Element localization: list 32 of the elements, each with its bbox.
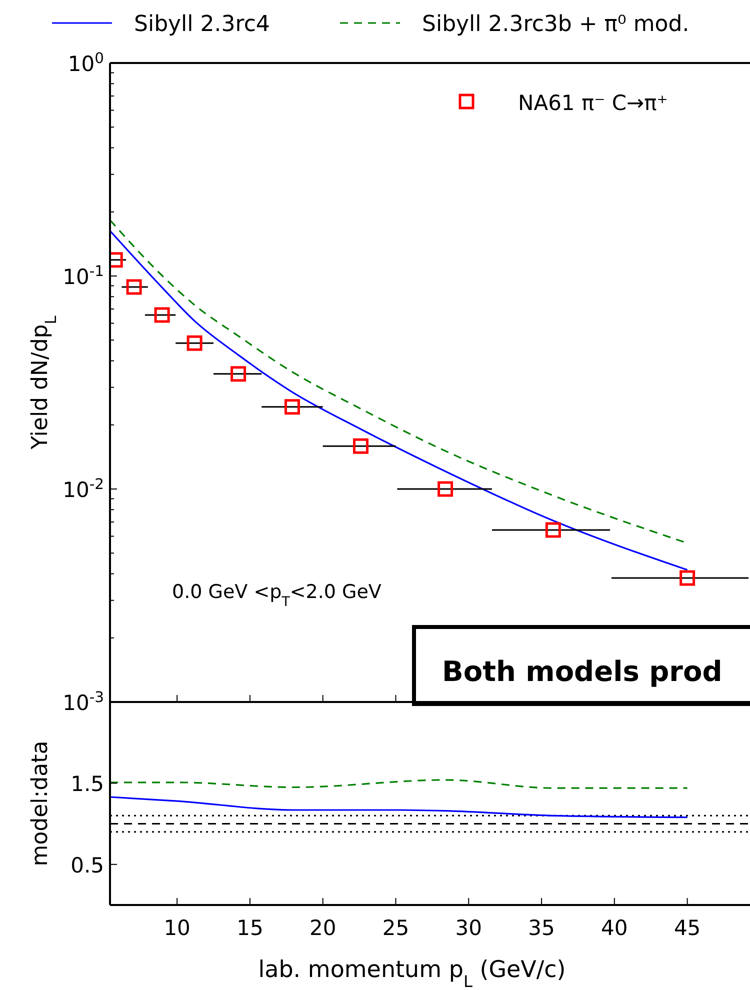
line-series [110,779,688,789]
point [353,438,368,454]
y-axis-title: model:data [28,740,53,866]
point [126,279,142,295]
line-series [110,796,688,818]
y-tick-label: 10$^{-1}$ [62,262,104,289]
x-tick-label: 45 [674,916,701,940]
x-tick-label: 10 [164,916,190,940]
x-tick-label: 25 [382,916,410,940]
legend-label: Sibyll 2.3rc4 [134,12,270,37]
point [438,481,454,497]
point [230,366,246,382]
y-tick-label: 10$^{-3}$ [62,688,104,715]
y-tick-label: 1.5 [70,772,104,796]
x-tick-label: 15 [236,916,264,940]
y-tick-label: 0.5 [70,853,104,878]
point [680,570,696,586]
point [545,522,561,538]
x-tick-label: 30 [455,916,482,940]
point [186,335,202,351]
x-tick-label: 40 [601,916,628,940]
point [284,399,300,415]
point [154,307,170,323]
legend-label: Sibyll 2.3rc3b + π⁰ mod. [422,12,690,37]
annotation: Both models prod [442,655,722,688]
x-tick-label: 20 [309,916,336,940]
y-tick-label: 10$^{0}$ [68,50,104,76]
annotation: 0.0 GeV <p$_{T}$<2.0 GeV [172,581,382,610]
y-tick-label: 10$^{-2}$ [62,476,104,502]
x-axis-title: lab. momentum p$_{L}$ (GeV/c) [258,957,566,990]
x-tick-label: 35 [528,916,555,940]
legend-label: NA61 π⁻ C→π⁺ [518,91,668,115]
